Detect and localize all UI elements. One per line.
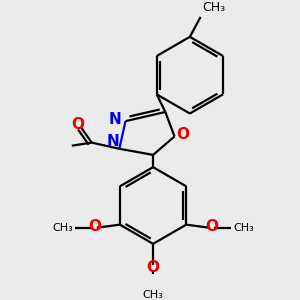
Text: N: N (107, 134, 120, 148)
Text: O: O (88, 219, 101, 234)
Text: CH₃: CH₃ (233, 223, 254, 233)
Text: O: O (177, 128, 190, 142)
Text: CH₃: CH₃ (143, 290, 164, 300)
Text: O: O (147, 260, 160, 275)
Text: CH₃: CH₃ (52, 223, 73, 233)
Text: CH₃: CH₃ (202, 2, 225, 14)
Text: O: O (71, 117, 84, 132)
Text: N: N (108, 112, 121, 127)
Text: O: O (205, 219, 218, 234)
